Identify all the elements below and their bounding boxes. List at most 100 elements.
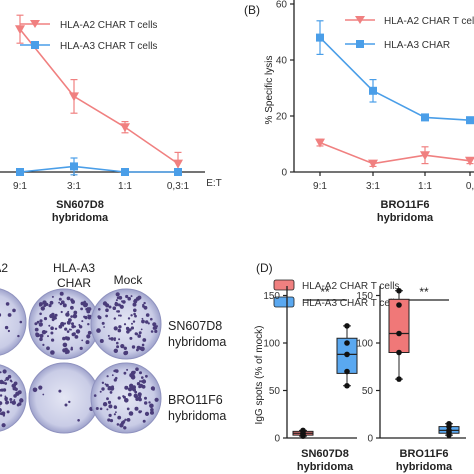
colony-spot [135, 397, 139, 401]
elispot-well [0, 364, 27, 432]
colony-spot [130, 314, 133, 317]
colony-spot [113, 326, 118, 331]
colony-spot [105, 314, 108, 318]
box-data-point [300, 427, 306, 434]
colony-spot [134, 298, 138, 302]
colony-spot [39, 337, 43, 342]
panel-a-x-ticks: 9:1 3:1 1:1 0,3:1 [13, 172, 190, 192]
colony-spot [123, 346, 128, 350]
colony-spot [125, 326, 130, 331]
colony-spot [149, 403, 154, 409]
a3-data-point [466, 116, 474, 125]
colony-spot [114, 376, 118, 380]
colony-spot [51, 338, 55, 342]
colony-spot [66, 296, 71, 301]
colony-spot [40, 306, 45, 311]
colony-spot [126, 368, 129, 371]
box-data-point [396, 376, 402, 382]
colony-spot [19, 398, 24, 403]
a2-data-point [15, 25, 25, 35]
colony-spot [126, 407, 130, 411]
colony-spot [103, 326, 105, 328]
elispot-well [0, 288, 27, 356]
box-data-point [396, 330, 402, 337]
colony-spot [124, 398, 129, 403]
x-tick-label: 1:1 [418, 181, 432, 192]
colony-spot [0, 388, 4, 392]
colony-spot [4, 398, 8, 402]
well-plate [0, 364, 27, 432]
group-label-line2: hybridoma [396, 461, 453, 473]
panel-b-x-ticks: 9:1 3:1 1:1 0, [313, 172, 474, 192]
colony-spot [131, 345, 136, 349]
y-tick-label: 40 [276, 56, 288, 67]
colony-spot [107, 334, 110, 337]
colony-spot [58, 324, 63, 329]
legend-a2-label: HLA-A2 CHAR T cells [60, 20, 157, 31]
colony-spot [117, 303, 121, 307]
panel-a-line-chart: 9:1 3:1 1:1 0,3:1 E:T SN607D8 hybridoma HLA… [0, 14, 222, 224]
colony-spot [125, 294, 129, 299]
colony-spot [134, 406, 139, 411]
colony-spot [7, 329, 10, 333]
colony-spot [117, 415, 122, 420]
x-tick-label: 3:1 [366, 181, 380, 192]
colony-spot [41, 330, 47, 335]
colony-spot [122, 300, 126, 304]
colony-spot [19, 320, 23, 324]
colony-spot [118, 314, 120, 317]
colony-spot [119, 423, 124, 428]
a2-data-point [315, 138, 325, 148]
colony-spot [106, 408, 109, 411]
colony-spot [140, 328, 143, 331]
colony-spot [68, 328, 71, 331]
colony-spot [116, 341, 119, 345]
colony-spot [34, 322, 38, 326]
well-plate [0, 288, 27, 356]
colony-spot [132, 320, 136, 323]
y-tick-label: 150 [263, 291, 280, 302]
colony-spot [87, 330, 92, 335]
colony-spot [73, 315, 76, 318]
box-data-point [344, 368, 350, 375]
panel-d-y-label: IgG spots (% of mock) [254, 326, 265, 425]
colony-spot [43, 317, 48, 321]
colony-spot [99, 339, 104, 343]
colony-spot [62, 342, 68, 348]
colony-spot [17, 334, 20, 338]
colony-spot [101, 387, 105, 391]
colony-spot [135, 332, 139, 336]
colony-spot [13, 394, 17, 398]
colony-spot [71, 324, 75, 329]
colony-spot [101, 381, 105, 384]
colony-spot [6, 410, 10, 414]
legend-d-a2-swatch [273, 279, 295, 291]
elispot-well [90, 362, 162, 434]
colony-spot [75, 329, 81, 334]
colony-spot [86, 334, 91, 339]
colony-spot [39, 333, 44, 338]
box-data-point [344, 323, 350, 329]
colony-spot [108, 404, 113, 409]
colony-spot [139, 371, 142, 375]
colony-spot [138, 397, 142, 402]
panel-a-legend: HLA-A2 CHAR T cells HLA-A3 CHAR T cells [20, 20, 157, 52]
elispot-well [28, 288, 100, 360]
colony-spot [58, 301, 60, 304]
colony-spot [59, 302, 63, 306]
colony-spot [123, 426, 127, 430]
box-data-point [344, 340, 350, 346]
colony-spot [81, 339, 84, 342]
box-data-point [396, 349, 402, 356]
box-data-point [396, 287, 402, 294]
row-label-1-line2: hybridoma [168, 335, 226, 349]
colony-spot [127, 317, 131, 320]
colony-spot [116, 310, 119, 313]
colony-spot [74, 335, 79, 339]
colony-spot [140, 410, 143, 413]
colony-spot [97, 315, 101, 319]
colony-spot [65, 312, 70, 317]
colony-spot [0, 313, 2, 317]
